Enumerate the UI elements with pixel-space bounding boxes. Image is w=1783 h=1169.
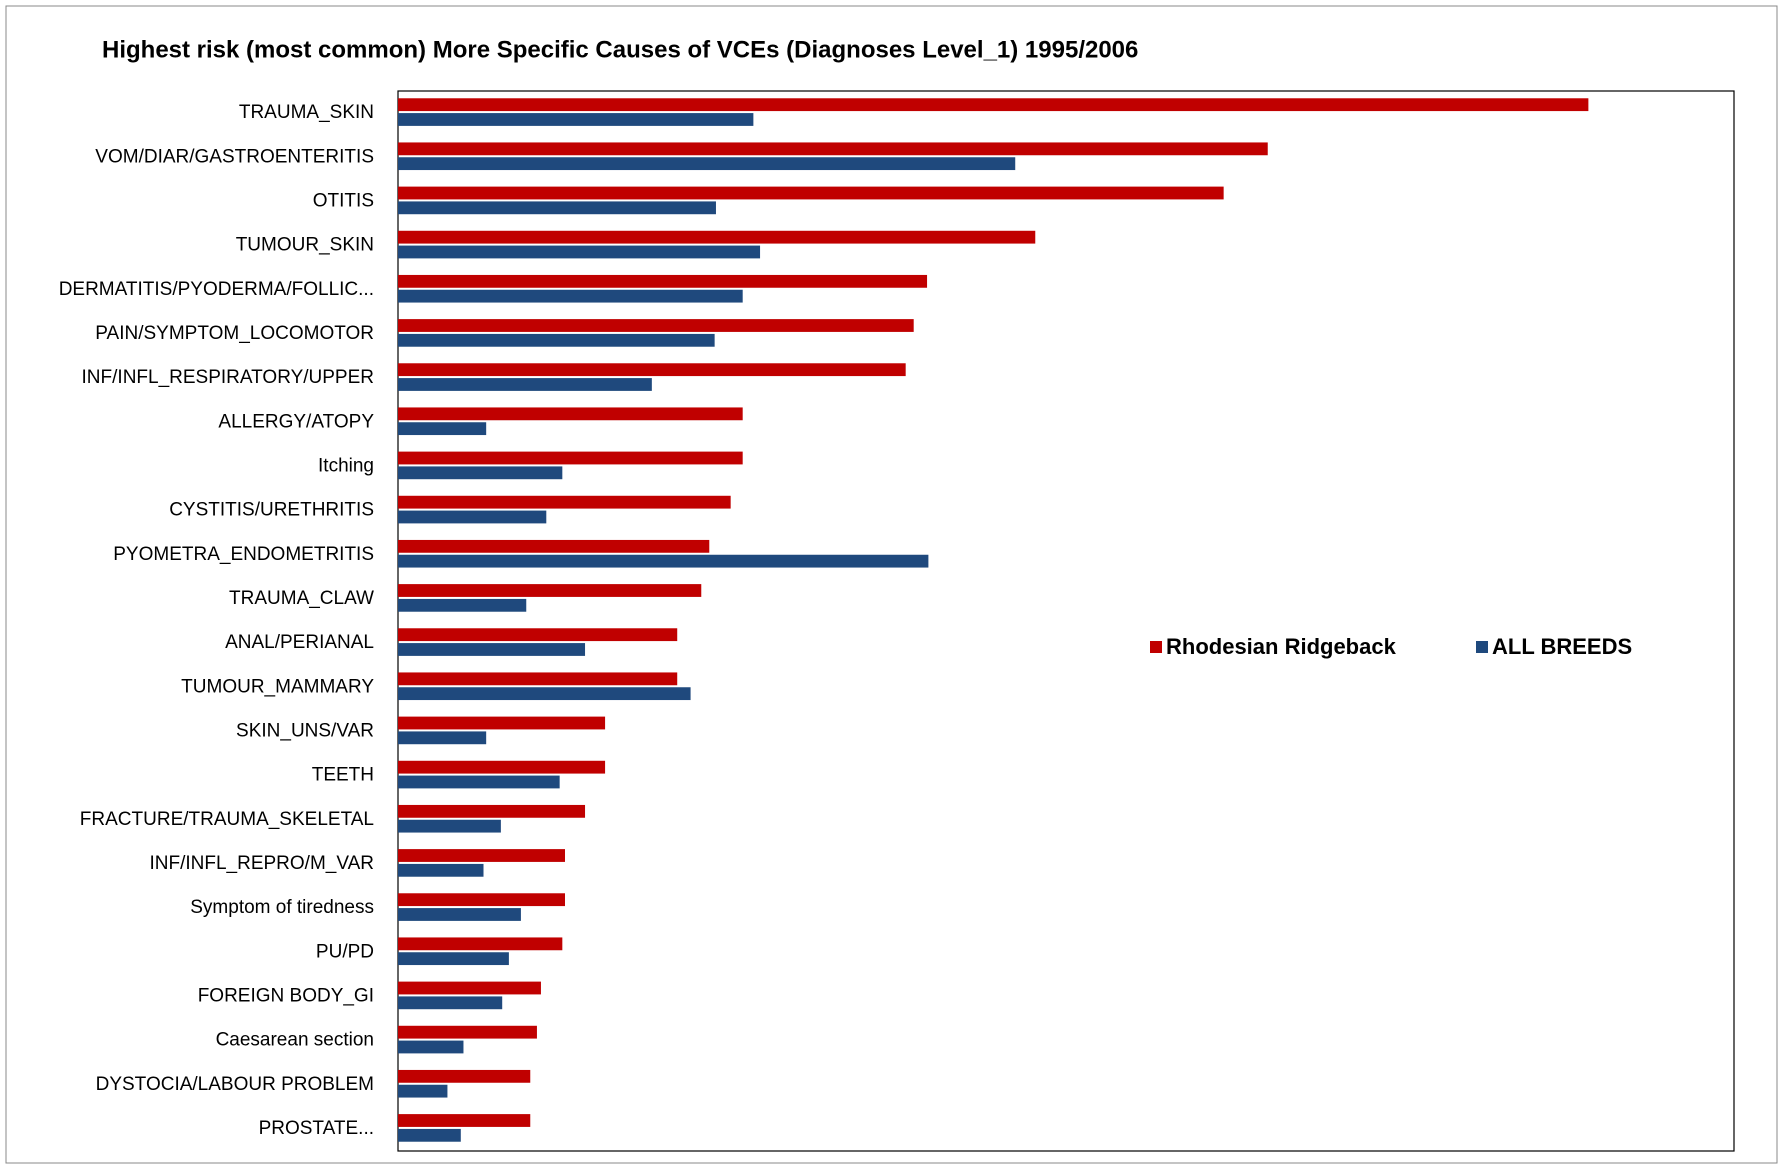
bar [398,849,565,862]
chart-title: Highest risk (most common) More Specific… [102,36,1138,63]
bar [398,333,715,347]
y-tick-label: TRAUMA_SKIN [239,102,374,123]
bar [398,1128,461,1142]
bar [398,628,678,642]
y-tick-label: ANAL/PERIANAL [225,632,374,653]
y-tick-label: DYSTOCIA/LABOUR PROBLEM [96,1074,374,1095]
bar [398,378,652,391]
y-tick-label: TUMOUR_SKIN [236,235,374,256]
y-tick-label: VOM/DIAR/GASTROENTERITIS [95,146,374,167]
bar [398,451,743,465]
bar [398,893,565,907]
plot-area [397,90,1735,1152]
bar [398,1040,464,1054]
bar [398,201,716,215]
bar [398,952,509,966]
bar [398,1069,531,1083]
y-tick-label: PAIN/SYMPTOM_LOCOMOTOR [95,323,374,344]
bar [398,142,1268,156]
legend-label: ALL BREEDS [1492,634,1632,659]
y-tick-label: Caesarean section [216,1030,374,1051]
bar [398,1084,448,1098]
bar [398,230,1036,244]
y-tick-label: Itching [318,455,374,476]
y-tick-label: TEETH [312,765,374,786]
bar [398,319,914,332]
bar [398,98,1589,112]
y-tick-label: ALLERGY/ATOPY [218,411,374,432]
y-tick-label: PROSTATE... [259,1118,374,1139]
y-tick-label: PYOMETRA_ENDOMETRITIS [113,544,374,565]
bar [398,510,547,524]
bar [398,157,1016,171]
bar [398,363,906,377]
bar [398,186,1224,200]
y-tick-label: SKIN_UNS/VAR [236,720,374,741]
bar [398,716,606,730]
bar [398,598,527,612]
bar [398,466,563,480]
bar [398,113,754,126]
bar [398,584,702,597]
bar [398,775,560,789]
bar [398,760,606,774]
bar [398,996,503,1010]
y-tick-label: OTITIS [313,190,374,211]
y-tick-label: PU/PD [316,941,374,962]
bar [398,937,563,951]
y-tick-label: FRACTURE/TRAUMA_SKELETAL [80,809,374,830]
bar [398,672,678,686]
bar [398,804,586,818]
y-tick-label: Symptom of tiredness [190,897,374,918]
y-tick-label: INF/INFL_REPRO/M_VAR [149,853,374,874]
legend-label: Rhodesian Ridgeback [1166,634,1397,659]
y-tick-label: FOREIGN BODY_GI [198,985,374,1006]
bar [398,289,743,303]
bar [398,687,691,701]
bar [398,1114,531,1127]
bar [398,908,521,921]
bar [398,863,484,877]
y-tick-label: TUMOUR_MAMMARY [181,676,374,697]
bar [398,731,487,745]
y-tick-label: DERMATITIS/PYODERMA/FOLLIC... [59,279,374,300]
y-tick-label: TRAUMA_CLAW [229,588,374,609]
y-tick-label: INF/INFL_RESPIRATORY/UPPER [82,367,374,388]
legend-swatch [1150,641,1162,653]
bar [398,554,929,568]
bar [398,1025,537,1039]
bar [398,274,928,288]
bar [398,539,710,553]
y-tick-label: CYSTITIS/URETHRITIS [169,500,374,521]
bar [398,981,541,995]
bar [398,407,743,421]
bar [398,643,586,656]
legend-swatch [1476,641,1488,653]
bar [398,245,761,259]
bar [398,495,731,509]
bar [398,422,487,436]
bar [398,819,501,833]
